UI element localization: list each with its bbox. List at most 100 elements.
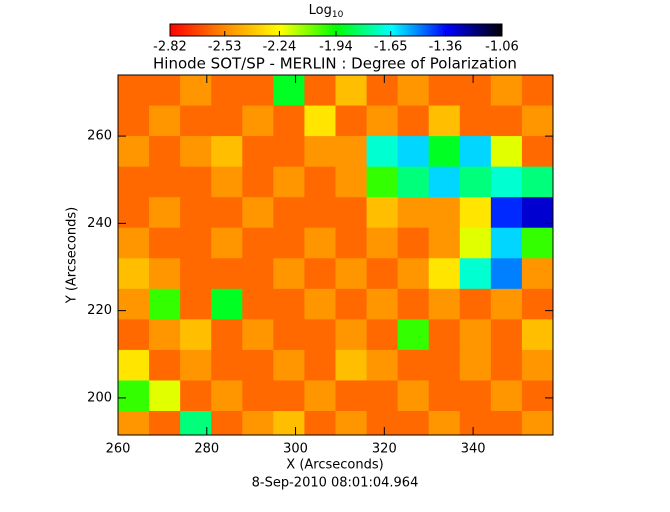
heatmap-cell bbox=[335, 166, 368, 198]
heatmap-cell bbox=[304, 136, 336, 168]
heatmap-cell bbox=[118, 319, 150, 351]
heatmap-cell bbox=[273, 258, 305, 290]
heatmap-cell bbox=[397, 319, 430, 351]
colorbar-tick-label: -2.53 bbox=[208, 40, 242, 55]
heatmap-cell bbox=[273, 319, 305, 351]
heatmap-cell bbox=[397, 288, 430, 320]
heatmap-cell bbox=[428, 319, 461, 351]
heatmap-cell bbox=[211, 288, 243, 320]
heatmap-cell bbox=[428, 227, 461, 259]
heatmap-cell bbox=[180, 136, 212, 168]
x-tick-label: 260 bbox=[106, 442, 131, 457]
heatmap-cell bbox=[521, 288, 553, 320]
x-tick-label: 300 bbox=[283, 442, 308, 457]
heatmap-cell bbox=[180, 227, 212, 259]
heatmap-cell bbox=[459, 197, 492, 229]
heatmap-cell bbox=[211, 258, 243, 290]
heatmap-cell bbox=[335, 197, 368, 229]
heatmap-cell bbox=[490, 258, 523, 290]
heatmap-cell bbox=[490, 411, 523, 435]
heatmap-cell bbox=[273, 411, 305, 435]
heatmap-cell bbox=[490, 75, 523, 107]
heatmap-cell bbox=[397, 258, 430, 290]
heatmap-cell bbox=[304, 227, 336, 259]
heatmap-cell bbox=[335, 380, 368, 412]
heatmap-cell bbox=[242, 288, 274, 320]
heatmap-cell bbox=[273, 136, 305, 168]
heatmap-cell bbox=[366, 288, 399, 320]
heatmap-cell bbox=[490, 227, 523, 259]
heatmap-cell bbox=[118, 227, 150, 259]
heatmap-cell bbox=[149, 197, 181, 229]
heatmap-cell bbox=[459, 411, 492, 435]
heatmap-cell bbox=[242, 75, 274, 107]
heatmap-cell bbox=[273, 380, 305, 412]
colorbar-tick-label: -1.06 bbox=[485, 40, 519, 55]
y-axis-label: Y (Arcseconds) bbox=[65, 207, 80, 304]
heatmap-cell bbox=[459, 258, 492, 290]
y-tick-label: 260 bbox=[87, 129, 112, 144]
heatmap-cell bbox=[149, 411, 181, 435]
heatmap-cell bbox=[335, 411, 368, 435]
heatmap-cell bbox=[304, 380, 336, 412]
heatmap-cell bbox=[211, 136, 243, 168]
heatmap-cell bbox=[180, 105, 212, 137]
heatmap-cell bbox=[211, 105, 243, 137]
heatmap-cell bbox=[428, 166, 461, 198]
heatmap-cell bbox=[118, 166, 150, 198]
heatmap-cell bbox=[118, 411, 150, 435]
plot-frame bbox=[117, 74, 554, 436]
heatmap-cell bbox=[304, 166, 336, 198]
heatmap-cell bbox=[428, 136, 461, 168]
colorbar-tick-label: -2.82 bbox=[153, 40, 187, 55]
heatmap-cell bbox=[428, 75, 461, 107]
heatmap-cell bbox=[118, 380, 150, 412]
heatmap-cell bbox=[428, 411, 461, 435]
y-tick-label: 220 bbox=[87, 303, 112, 318]
heatmap-cell bbox=[118, 349, 150, 381]
heatmap-cell bbox=[521, 105, 553, 137]
heatmap-cell bbox=[335, 258, 368, 290]
colorbar-tick-label: -1.94 bbox=[319, 40, 353, 55]
colorbar-label: Log10 bbox=[309, 3, 344, 20]
heatmap-cell bbox=[304, 319, 336, 351]
heatmap-cell bbox=[118, 105, 150, 137]
x-axis-label: X (Arcseconds) bbox=[286, 458, 383, 473]
heatmap-cell bbox=[397, 227, 430, 259]
heatmap-cell bbox=[428, 349, 461, 381]
heatmap-cell bbox=[149, 166, 181, 198]
heatmap-cell bbox=[397, 136, 430, 168]
heatmap-cell bbox=[273, 227, 305, 259]
heatmap-cell bbox=[242, 319, 274, 351]
heatmap-cell bbox=[366, 319, 399, 351]
heatmap-cell bbox=[366, 349, 399, 381]
heatmap-cell bbox=[211, 411, 243, 435]
heatmap-cell bbox=[397, 75, 430, 107]
heatmap-cell bbox=[459, 105, 492, 137]
heatmap-cell bbox=[211, 349, 243, 381]
heatmap-cell bbox=[459, 75, 492, 107]
heatmap-cell bbox=[273, 166, 305, 198]
y-tick-label: 240 bbox=[87, 216, 112, 231]
heatmap-cell bbox=[459, 227, 492, 259]
heatmap-cell bbox=[211, 319, 243, 351]
heatmap-cell bbox=[366, 197, 399, 229]
heatmap-cell bbox=[304, 197, 336, 229]
heatmap-cell bbox=[242, 380, 274, 412]
heatmap-cell bbox=[211, 380, 243, 412]
colorbar-tick-label: -1.36 bbox=[429, 40, 463, 55]
heatmap-cell bbox=[242, 166, 274, 198]
heatmap-cell bbox=[273, 349, 305, 381]
heatmap-cell bbox=[304, 75, 336, 107]
heatmap-cell bbox=[242, 349, 274, 381]
heatmap-cell bbox=[490, 136, 523, 168]
heatmap-cell bbox=[366, 227, 399, 259]
heatmap-cell bbox=[521, 411, 553, 435]
heatmap-cell bbox=[366, 258, 399, 290]
heatmap-cell bbox=[397, 166, 430, 198]
heatmap-cell bbox=[242, 227, 274, 259]
heatmap-cell bbox=[459, 349, 492, 381]
heatmap-cell bbox=[118, 288, 150, 320]
heatmap-cell bbox=[180, 258, 212, 290]
heatmap-cell bbox=[397, 197, 430, 229]
